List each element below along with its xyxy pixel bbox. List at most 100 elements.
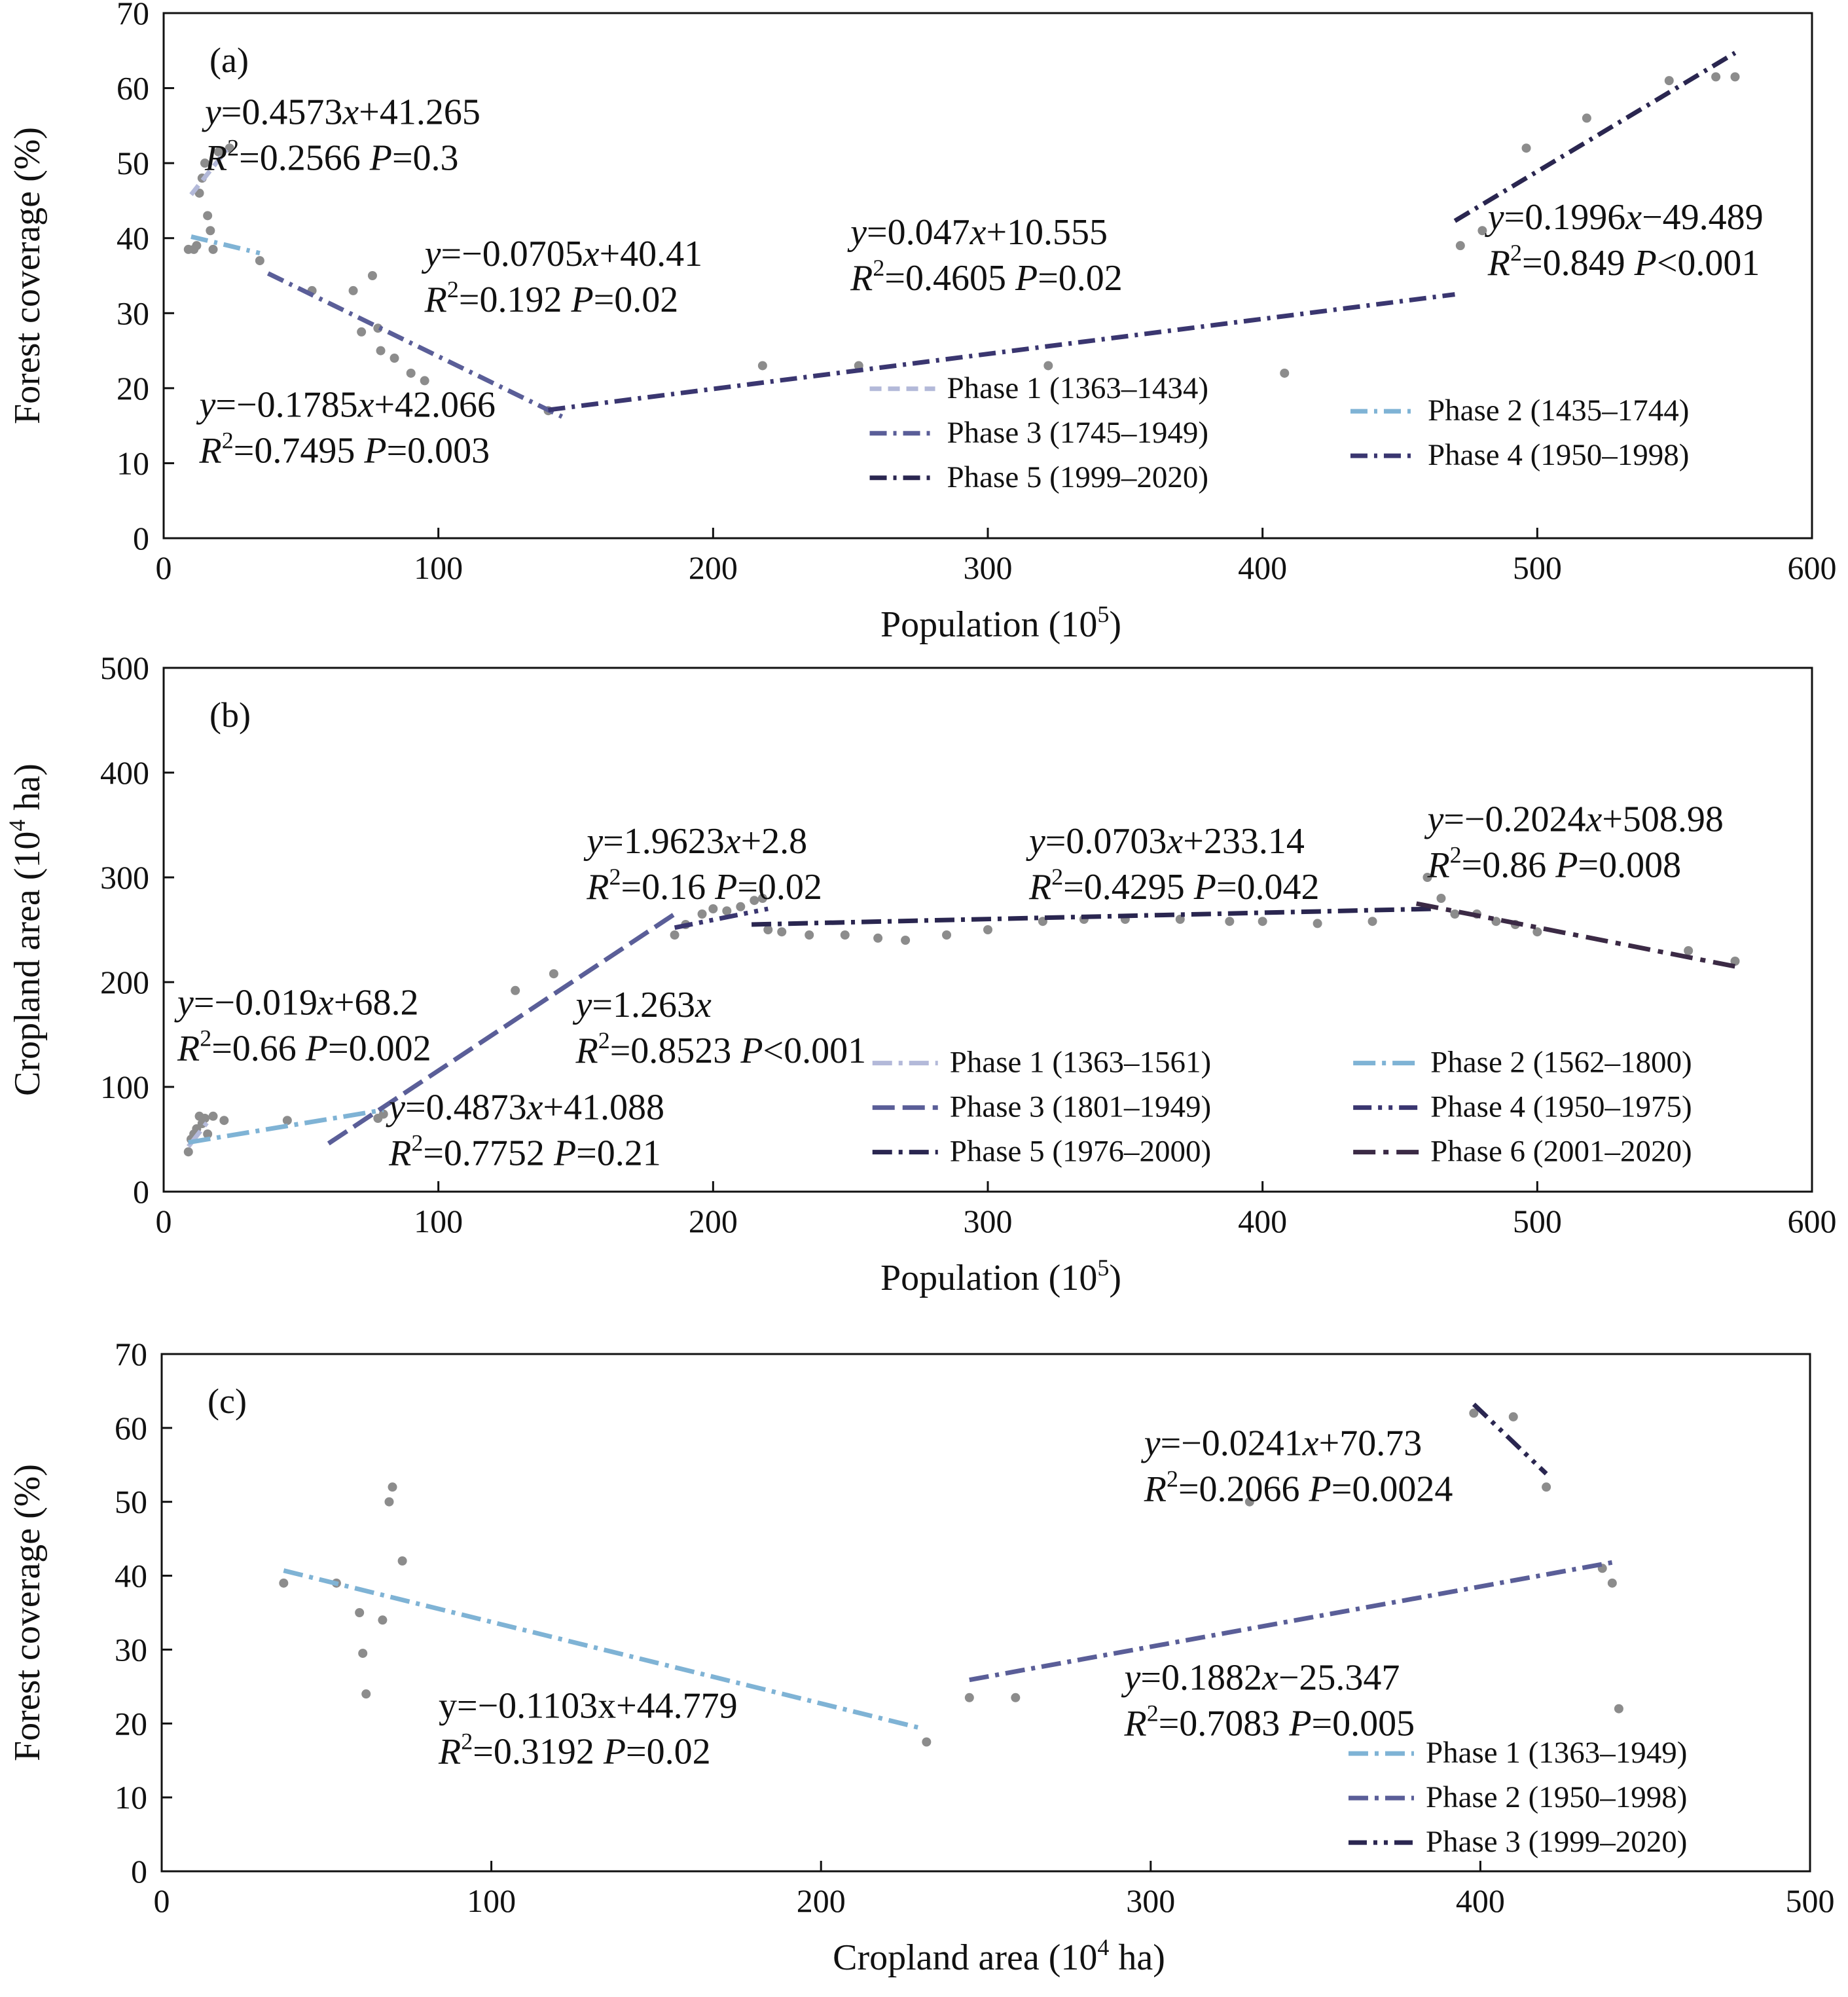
y-tick-label: 50 — [115, 1484, 147, 1520]
regression-equation: y=0.0703x+233.14 — [1026, 821, 1305, 862]
p-value: =0.02 — [626, 1731, 711, 1772]
data-point — [282, 1116, 292, 1126]
data-point — [279, 1578, 289, 1588]
r2-sup: 2 — [1051, 864, 1063, 890]
equation-intercept: +41.265 — [359, 92, 480, 133]
axes-frame — [160, 1353, 1811, 1873]
r2-symbol: R — [575, 1031, 598, 1071]
r2-sup: 2 — [461, 1728, 473, 1754]
data-point — [420, 376, 429, 386]
data-point — [213, 147, 223, 156]
r2-symbol: R — [1028, 867, 1051, 907]
data-point — [697, 909, 707, 919]
r2-sup: 2 — [200, 1025, 211, 1052]
data-point — [1521, 143, 1531, 153]
y-tick-label: 400 — [100, 754, 149, 791]
data-point — [722, 906, 732, 916]
data-point — [983, 925, 992, 934]
data-point — [200, 158, 209, 168]
r2-sup: 2 — [598, 1027, 610, 1053]
equation-slope: =−0.1785 — [215, 384, 357, 425]
equation-slope: =0.1882 — [1140, 1657, 1262, 1698]
data-point — [757, 894, 767, 903]
data-point — [1508, 1412, 1518, 1421]
equation-y: y — [202, 92, 221, 133]
equation-y: y — [1121, 1657, 1141, 1698]
regression-equation: y=−0.0241x+70.73 — [1141, 1423, 1422, 1464]
equation-x: x — [317, 983, 334, 1023]
regression-stats: R2=0.192 P=0.02 — [424, 276, 679, 320]
data-point — [670, 930, 679, 940]
equation-intercept: +508.98 — [1602, 799, 1724, 840]
data-point — [1730, 72, 1740, 82]
y-tick-label: 0 — [133, 520, 149, 557]
r2-value: =0.7752 — [423, 1133, 554, 1174]
data-point — [357, 327, 367, 337]
fit-line-phase-5 — [752, 906, 1433, 927]
r2-symbol: R — [177, 1029, 200, 1069]
data-point — [1244, 1497, 1254, 1507]
regression-equation: y=−0.1103x+44.779 — [439, 1685, 738, 1726]
x-axis-label-text: Population (10 — [880, 604, 1097, 645]
r2-value: =0.7083 — [1159, 1703, 1290, 1744]
equation-y: y — [1485, 197, 1504, 238]
r2-value: =0.2066 — [1178, 1469, 1309, 1510]
equation-intercept: −49.489 — [1642, 197, 1764, 238]
data-point — [1175, 915, 1185, 924]
legend-entry: Phase 4 (1950–1975) — [1430, 1090, 1692, 1124]
data-point — [1614, 1704, 1623, 1713]
p-symbol: P — [1309, 1469, 1332, 1510]
x-axis-label: Population (105) — [880, 1255, 1121, 1298]
p-value: =0.3 — [392, 138, 459, 179]
p-value: =0.02 — [594, 280, 679, 320]
y-axis-label-text: Forest coverage (%) — [7, 127, 48, 424]
equation-x: x — [583, 234, 600, 274]
y-tick-label: 10 — [115, 1779, 147, 1816]
x-axis-label-tail: ) — [1109, 604, 1121, 645]
p-symbol: P — [1193, 867, 1216, 907]
p-value: =0.042 — [1216, 867, 1320, 907]
r2-symbol: R — [1487, 243, 1510, 284]
equation-x: x — [724, 821, 741, 862]
y-axis-label-sup: 4 — [4, 820, 30, 832]
fit-line-phase-3 — [327, 912, 676, 1146]
data-point — [1368, 917, 1377, 926]
data-point — [1711, 72, 1721, 82]
legend-entry: Phase 2 (1562–1800) — [1430, 1046, 1692, 1080]
fit-line-phase-3 — [1472, 1402, 1548, 1476]
regression-stats: R2=0.849 P<0.001 — [1487, 240, 1760, 284]
data-point — [194, 188, 204, 198]
p-symbol: P — [553, 1133, 576, 1174]
r2-sup: 2 — [1167, 1466, 1178, 1492]
r2-value: =0.2566 — [239, 138, 370, 179]
y-tick-label: 10 — [117, 445, 149, 481]
data-point — [1450, 909, 1460, 919]
y-tick-label: 70 — [117, 0, 149, 31]
regression-equation: y=0.1882x−25.347 — [1121, 1657, 1400, 1698]
data-point — [355, 1608, 365, 1617]
regression-stats: R2=0.66 P=0.002 — [177, 1025, 431, 1069]
data-point — [511, 985, 520, 995]
y-axis-label: Forest coverage (%) — [7, 127, 48, 424]
p-symbol: P — [570, 280, 593, 320]
fit-line-phase-4 — [674, 906, 769, 930]
data-point — [750, 896, 759, 906]
equation-x: x — [1585, 799, 1602, 840]
y-tick-label: 60 — [115, 1410, 147, 1446]
fit-line-phase-6 — [1416, 901, 1736, 969]
r2-sup: 2 — [227, 135, 239, 161]
x-tick-label: 300 — [964, 1203, 1013, 1239]
p-symbol: P — [363, 430, 386, 471]
equation-text: y=−0.1103x+44.779 — [439, 1685, 738, 1726]
legend-entry: Phase 2 (1950–1998) — [1426, 1780, 1687, 1814]
p-value: <0.001 — [763, 1031, 867, 1071]
equation-intercept: +233.14 — [1183, 821, 1305, 862]
x-tick-label: 500 — [1513, 549, 1562, 586]
y-tick-label: 300 — [100, 859, 149, 896]
x-axis-label-tail: ) — [1109, 1258, 1121, 1298]
r2-symbol: R — [1426, 845, 1449, 886]
equation-y: y — [422, 234, 441, 274]
p-value: =0.002 — [328, 1029, 431, 1069]
x-tick-label: 600 — [1788, 549, 1837, 586]
data-point — [397, 1556, 407, 1566]
